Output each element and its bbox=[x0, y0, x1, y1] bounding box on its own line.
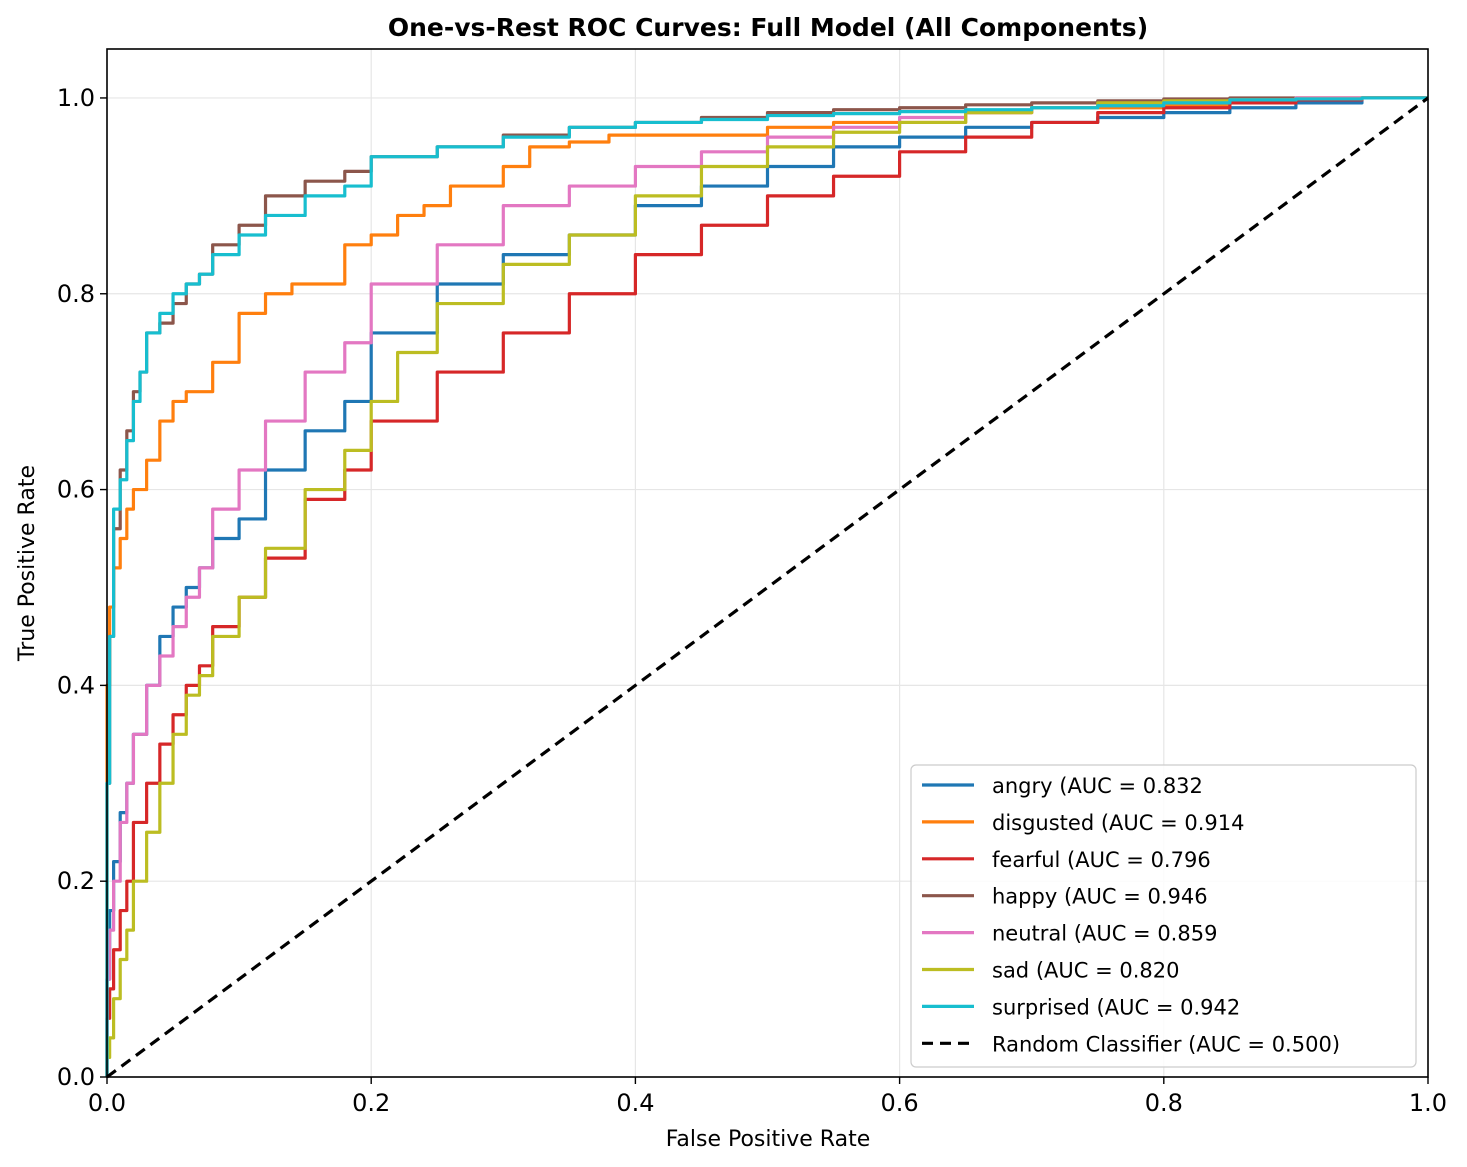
y-tick-label: 0.6 bbox=[57, 476, 95, 504]
x-tick-label: 0.4 bbox=[616, 1089, 654, 1117]
y-tick-label: 1.0 bbox=[57, 84, 95, 112]
legend-label-1: disgusted (AUC = 0.914 bbox=[992, 811, 1245, 835]
series-line-2 bbox=[105, 96, 1428, 1077]
plot-frame bbox=[106, 48, 1429, 1078]
x-tick-label: 1.0 bbox=[1409, 1089, 1447, 1117]
x-tick-label: 0.8 bbox=[1145, 1089, 1183, 1117]
x-tick-label: 0.0 bbox=[88, 1089, 126, 1117]
x-tick-label: 0.6 bbox=[881, 1089, 919, 1117]
y-axis-label: True Positive Rate bbox=[15, 465, 40, 662]
legend-label-3: happy (AUC = 0.946 bbox=[992, 885, 1208, 909]
series-line-7 bbox=[106, 96, 1429, 1079]
legend-label-4: neutral (AUC = 0.859 bbox=[992, 922, 1217, 946]
legend-label-5: sad (AUC = 0.820 bbox=[992, 959, 1179, 983]
series-layer bbox=[105, 96, 1429, 1079]
legend-label-2: fearful (AUC = 0.796 bbox=[992, 848, 1211, 872]
legend-label-7: Random Classifier (AUC = 0.500) bbox=[992, 1032, 1340, 1056]
y-tick-label: 0.2 bbox=[57, 867, 95, 895]
y-tick-label: 0.0 bbox=[57, 1063, 95, 1091]
legend-label-0: angry (AUC = 0.832 bbox=[992, 774, 1203, 798]
legend: angry (AUC = 0.832 disgusted (AUC = 0.914… bbox=[910, 764, 1417, 1068]
axis-ticks: 0.0 0.2 0.4 0.6 0.8 1.0 0.0 0.2 0.4 0.6 0.8 1.0 bbox=[57, 84, 1447, 1117]
legend-box bbox=[910, 764, 1417, 1068]
x-tick-label: 0.2 bbox=[352, 1089, 390, 1117]
chart-title: One-vs-Rest ROC Curves: Full Model (All … bbox=[388, 13, 1148, 42]
x-axis-label: False Positive Rate bbox=[666, 1127, 870, 1152]
series-line-6 bbox=[105, 96, 1428, 1077]
legend-label-6: surprised (AUC = 0.942 bbox=[992, 995, 1240, 1019]
y-tick-label: 0.8 bbox=[57, 280, 95, 308]
y-tick-label: 0.4 bbox=[57, 671, 95, 699]
